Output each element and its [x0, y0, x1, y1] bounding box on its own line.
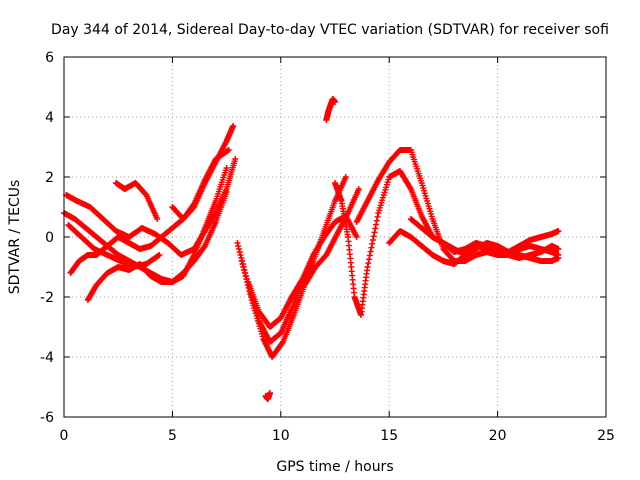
x-tick-label: 25 — [597, 428, 615, 444]
y-tick-label: 0 — [45, 230, 54, 246]
data-point — [372, 225, 379, 232]
data-point — [364, 264, 371, 270]
axis-ticks: 0 5 10 15 20 25 -6 -4 -2 0 2 4 6 — [40, 50, 615, 444]
series-track-3 — [67, 123, 237, 276]
data-point — [371, 229, 378, 236]
data-point — [266, 390, 273, 396]
y-tick-label: -2 — [40, 290, 54, 306]
data-point — [370, 233, 377, 240]
data-point — [555, 228, 562, 234]
data-point — [555, 252, 562, 258]
y-tick-label: -6 — [40, 410, 54, 426]
data-point — [373, 221, 380, 228]
data-point — [298, 277, 305, 284]
x-tick-label: 5 — [168, 428, 177, 444]
series-track-7 — [169, 147, 232, 222]
data-point — [225, 147, 232, 153]
data-point — [353, 234, 360, 240]
x-tick-label: 0 — [60, 428, 69, 444]
data-point — [342, 174, 349, 180]
data-point — [240, 264, 247, 270]
data-point — [374, 213, 381, 220]
data-point — [366, 252, 373, 259]
series-track-6 — [113, 180, 161, 222]
data-point — [235, 243, 242, 249]
series-track-11 — [245, 213, 360, 330]
data-point — [555, 246, 562, 252]
grid-lines — [64, 57, 606, 417]
data-point — [235, 246, 242, 252]
data-point — [366, 256, 373, 263]
data-point — [367, 248, 374, 255]
x-axis-label: GPS time / hours — [276, 459, 393, 475]
y-tick-label: -4 — [40, 350, 54, 366]
series-track-4 — [63, 156, 239, 258]
data-point — [236, 249, 243, 255]
data-point — [241, 270, 248, 276]
plot-frame — [63, 56, 607, 418]
series-track-5 — [84, 165, 230, 303]
y-tick-label: 6 — [45, 50, 54, 66]
series-track-12 — [323, 96, 338, 123]
x-tick-label: 15 — [380, 428, 398, 444]
data-point — [373, 217, 380, 224]
data-point — [238, 258, 245, 264]
data-point — [242, 273, 249, 279]
chart-title: Day 344 of 2014, Sidereal Day-to-day VTE… — [51, 22, 609, 38]
data-point — [230, 123, 237, 129]
data-point — [369, 240, 376, 247]
data-points — [61, 96, 562, 402]
y-axis-label: SDTVAR / TECUs — [7, 180, 23, 295]
data-point — [154, 216, 161, 222]
data-point — [232, 156, 239, 162]
data-point — [407, 184, 414, 191]
data-point — [241, 267, 248, 273]
y-tick-label: 4 — [45, 110, 54, 126]
x-tick-label: 20 — [489, 428, 507, 444]
data-point — [223, 165, 230, 171]
data-point — [234, 240, 241, 246]
data-point — [239, 261, 246, 267]
data-point — [365, 260, 372, 267]
series-track-10 — [262, 390, 273, 402]
data-point — [332, 99, 338, 105]
data-point — [237, 252, 244, 258]
data-point — [355, 186, 362, 192]
data-point — [369, 237, 376, 243]
y-tick-label: 2 — [45, 170, 54, 186]
data-point — [368, 244, 375, 251]
data-point — [156, 252, 163, 258]
series-track-16 — [407, 216, 562, 258]
x-tick-label: 10 — [272, 428, 290, 444]
